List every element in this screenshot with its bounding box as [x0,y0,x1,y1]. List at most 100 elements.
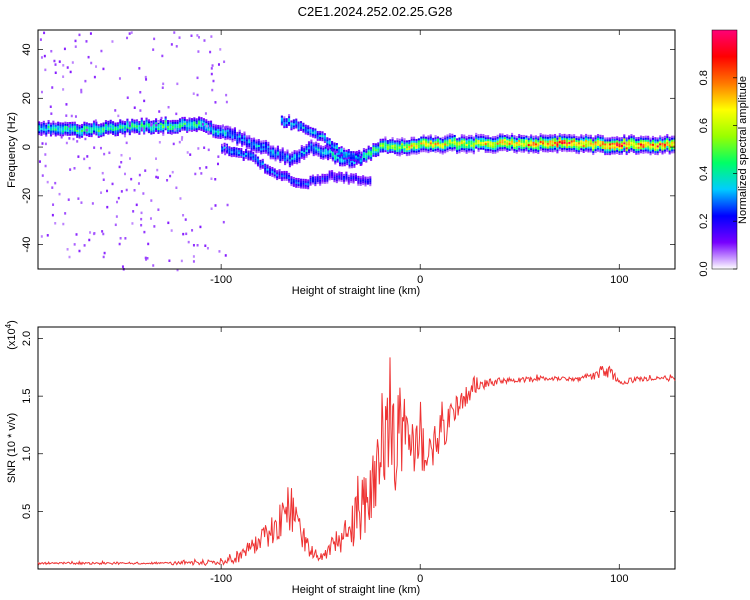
spectrogram-cell [520,142,523,145]
spectrogram-cell [128,122,131,126]
spectrogram-cell [280,117,283,120]
spectrogram-cell [460,149,463,152]
spectrogram-cell [620,150,623,153]
spectrogram-cell [515,143,518,146]
spectrogram-cell [174,131,177,134]
spectrogram-cell [482,139,485,142]
spectrogram-cell [601,139,604,142]
spectrogram-cell [381,138,385,141]
spectrogram-cell [350,160,354,163]
spectrogram-cell [357,152,360,155]
spectrogram-cell [491,138,494,141]
spectrogram-cell [354,151,358,154]
spectrogram-cell [391,137,394,140]
spectrogram-cell [673,143,676,146]
spectrogram-cell [436,150,440,153]
spectrogram-cell [364,184,367,187]
spectrogram-cell [359,156,362,159]
spectrogram-cell [316,132,319,136]
spectrogram-cell [427,149,430,152]
spectrogram-cell [501,137,504,140]
spectrogram-cell [573,145,576,148]
spectrogram-cell [427,151,430,154]
spectrogram-cell [568,134,571,137]
spectrogram-cell [415,150,418,153]
spectrogram-cell [585,145,588,148]
spectrogram-cell [522,138,526,141]
spectrogram-cell [192,260,195,263]
spectrogram-cell [448,141,451,144]
spectrogram-cell [587,146,590,149]
spectrogram-cell [205,123,208,126]
spectrogram-cell [532,135,535,138]
spectrogram-cell [44,142,47,146]
spectrogram-cell [95,131,98,134]
spectrogram-cell [335,143,338,146]
spectrogram-cell [266,164,269,167]
spectrogram-cell [489,137,492,140]
spectrogram-cell [359,178,362,181]
spectrogram-cell [195,129,198,133]
spectrogram-cell [503,146,506,149]
spectrogram-cell [285,176,288,179]
spectrogram-cell [357,160,360,163]
spectrogram-cell [224,148,227,151]
spectrogram-cell [200,122,203,126]
spectrogram-cell [248,139,251,142]
spectrogram-cell [319,151,322,154]
spectrogram-cell [178,120,182,123]
spectrogram-cell [299,128,303,132]
spectrogram-cell [596,145,600,148]
spectrogram-cell [391,146,394,149]
spectrogram-cell [295,150,299,153]
spectrogram-cell [52,128,55,131]
spectrogram-cell [673,149,676,152]
spectrogram-cell [252,149,256,152]
spectrogram-cell [291,157,294,160]
spectrogram-cell [42,124,45,127]
spectrogram-cell [260,140,263,143]
spectrogram-cell [323,133,326,136]
spectrogram-cell [155,118,158,121]
spectrogram-cell [568,143,571,146]
spectrogram-cell [577,142,580,145]
spectrogram-cell [494,143,497,146]
spectrogram-cell [292,127,295,130]
spectrogram-cell [238,137,241,140]
spectrogram-cell [582,137,585,140]
spectrogram-cell [628,139,631,142]
spectrogram-cell [508,148,511,151]
spectrogram-cell [422,150,425,153]
spectrogram-cell [205,121,208,124]
spectrogram-cell [522,136,526,139]
spectrogram-cell [269,145,272,148]
spectrogram-cell [350,164,354,167]
spectrogram-cell [352,175,355,178]
spectrogram-cell [673,147,676,150]
spectrogram-cell [214,178,217,181]
spectrogram-cell [561,138,564,141]
spectrogram-cell [463,148,466,151]
spectrogram-cell [292,119,295,122]
spectrogram-cell [200,121,203,124]
spectrogram-cell [314,130,317,133]
spectrogram-cell [489,143,492,146]
spectrogram-cell [508,146,511,149]
spectrogram-cell [472,146,475,149]
spectrogram-cell [565,136,569,139]
spectrogram-cell [323,175,326,179]
spectrogram-cell [264,147,268,150]
spectrogram-cell [150,130,153,133]
spectrogram-cell [599,146,602,149]
spectrogram-cell [152,131,155,135]
spectrogram-cell [93,232,96,235]
spectrogram-cell [342,153,346,156]
spectrogram-cell [195,118,198,121]
spectrogram-cell [276,176,279,179]
spectrogram-cell [338,164,342,167]
spectrogram-cell [651,147,655,150]
spectrogram-cell [262,140,265,143]
spectrogram-cell [267,153,270,156]
spectrogram-cell [611,146,614,149]
spectrogram-cell [44,164,47,168]
